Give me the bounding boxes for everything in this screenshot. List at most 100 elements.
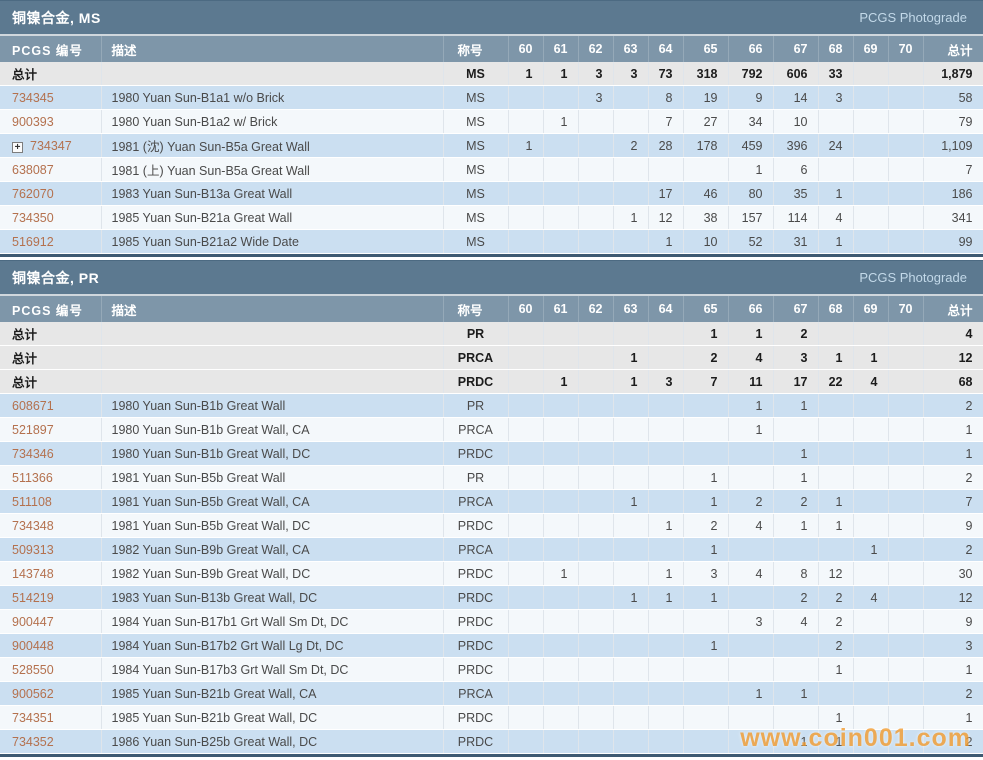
pcgs-number-link[interactable]: 762070 [12, 186, 54, 201]
pcgs-number-cell: 762070 [0, 181, 102, 206]
grade-cell-69 [853, 657, 889, 682]
grade-cell-68: 1 [818, 229, 854, 254]
grade-cell-67: 6 [773, 157, 819, 182]
column-header-grade-69: 69 [853, 36, 889, 62]
grade-cell-65: 1 [683, 633, 729, 658]
table-row: 900562 1985 Yuan Sun-B21b Great Wall, CA P… [0, 681, 983, 706]
grade-cell-68: 24 [818, 133, 854, 158]
grade-cell-62 [578, 585, 614, 610]
grade-cell-69 [853, 441, 889, 466]
grade-cell-69 [853, 633, 889, 658]
grade-cell-65: 19 [683, 85, 729, 110]
photograde-link[interactable]: PCGS Photograde [859, 10, 967, 25]
expand-plus-icon[interactable]: + [12, 141, 23, 153]
total-cell: 2 [923, 465, 983, 490]
pcgs-number-link[interactable]: 521897 [12, 422, 54, 437]
grade-cell-70 [888, 205, 924, 230]
description-cell: 1986 Yuan Sun-B25b Great Wall, DC [101, 729, 444, 754]
pcgs-number-link[interactable]: 516912 [12, 234, 54, 249]
pcgs-number-link[interactable]: 528550 [12, 662, 54, 677]
column-header-grade-69: 69 [853, 296, 889, 322]
grade-cell-61 [543, 705, 579, 730]
grade-cell-61 [543, 393, 579, 418]
grade-cell-64: 73 [648, 62, 684, 86]
column-header-grade-64: 64 [648, 296, 684, 322]
description-cell: 1985 Yuan Sun-B21a Great Wall [101, 205, 444, 230]
photograde-link[interactable]: PCGS Photograde [859, 270, 967, 285]
designation-cell: MS [443, 205, 509, 230]
pcgs-number-link[interactable]: 734347 [30, 138, 72, 153]
grade-cell-67: 1 [773, 513, 819, 538]
grade-cell-69 [853, 609, 889, 634]
grade-cell-62 [578, 369, 614, 394]
pcgs-number-link[interactable]: 734351 [12, 710, 54, 725]
pcgs-number-link[interactable]: 143748 [12, 566, 54, 581]
grade-cell-69 [853, 85, 889, 110]
column-header-grade-66: 66 [728, 296, 774, 322]
pcgs-number-link[interactable]: 511366 [12, 470, 53, 485]
pcgs-number-link[interactable]: 734345 [12, 90, 54, 105]
pcgs-number-link[interactable]: 734350 [12, 210, 54, 225]
grade-cell-66: 11 [728, 369, 774, 394]
grade-cell-68: 1 [818, 345, 854, 370]
grade-cell-61 [543, 633, 579, 658]
grade-cell-70 [888, 369, 924, 394]
column-header-grade-70: 70 [888, 36, 924, 62]
grade-cell-65 [683, 417, 729, 442]
total-row: 总计 MS 1 1 3 3 73 318 792 606 33 1,879 [0, 62, 983, 86]
grade-cell-69 [853, 705, 889, 730]
pcgs-number-cell: 900393 [0, 109, 102, 134]
grade-cell-62 [578, 513, 614, 538]
grade-cell-63: 1 [613, 369, 649, 394]
pcgs-number-link[interactable]: 511108 [12, 494, 52, 509]
grade-cell-68 [818, 393, 854, 418]
grade-cell-63 [613, 681, 649, 706]
description-cell [101, 62, 444, 86]
pcgs-number-link[interactable]: 900447 [12, 614, 54, 629]
pcgs-number-cell: 734348 [0, 513, 102, 538]
grade-cell-69: 4 [853, 585, 889, 610]
grade-cell-60 [508, 609, 544, 634]
grade-cell-61 [543, 537, 579, 562]
grade-cell-60 [508, 181, 544, 206]
column-header-total: 总计 [923, 36, 983, 62]
pcgs-number-link[interactable]: 900562 [12, 686, 54, 701]
pcgs-number-link[interactable]: 900393 [12, 114, 54, 129]
grade-cell-67 [773, 537, 819, 562]
grade-cell-63: 1 [613, 585, 649, 610]
pcgs-number-link[interactable]: 734348 [12, 518, 54, 533]
pcgs-number-link[interactable]: 638087 [12, 162, 54, 177]
pcgs-number-link[interactable]: 509313 [12, 542, 54, 557]
total-cell: 79 [923, 109, 983, 134]
pcgs-number-link[interactable]: 514219 [12, 590, 54, 605]
grade-cell-69 [853, 229, 889, 254]
grade-cell-68: 1 [818, 181, 854, 206]
grade-cell-69 [853, 393, 889, 418]
grade-cell-70 [888, 537, 924, 562]
description-cell: 1985 Yuan Sun-B21a2 Wide Date [101, 229, 444, 254]
grade-cell-65 [683, 729, 729, 754]
grade-cell-61: 1 [543, 369, 579, 394]
table-row: 734350 1985 Yuan Sun-B21a Great Wall MS 1 12… [0, 205, 983, 230]
total-label-cell: 总计 [0, 369, 102, 394]
grade-cell-70 [888, 465, 924, 490]
pcgs-number-link[interactable]: 608671 [12, 398, 54, 413]
grade-cell-62 [578, 609, 614, 634]
grade-cell-65: 38 [683, 205, 729, 230]
grade-cell-70 [888, 657, 924, 682]
pcgs-number-link[interactable]: 734346 [12, 446, 54, 461]
pcgs-number-link[interactable]: 900448 [12, 638, 54, 653]
description-cell: 1985 Yuan Sun-B21b Great Wall, DC [101, 705, 444, 730]
grade-cell-62 [578, 441, 614, 466]
grade-cell-63 [613, 513, 649, 538]
grade-cell-61 [543, 681, 579, 706]
grade-cell-64: 17 [648, 181, 684, 206]
grade-cell-65 [683, 441, 729, 466]
pcgs-number-cell: 734352 [0, 729, 102, 754]
description-cell: 1980 Yuan Sun-B1a2 w/ Brick [101, 109, 444, 134]
table-row: 511108 1981 Yuan Sun-B5b Great Wall, CA PR… [0, 489, 983, 514]
grade-cell-70 [888, 489, 924, 514]
grade-cell-67: 35 [773, 181, 819, 206]
table-row: 900393 1980 Yuan Sun-B1a2 w/ Brick MS 1 7 27 3… [0, 109, 983, 134]
grade-cell-70 [888, 609, 924, 634]
